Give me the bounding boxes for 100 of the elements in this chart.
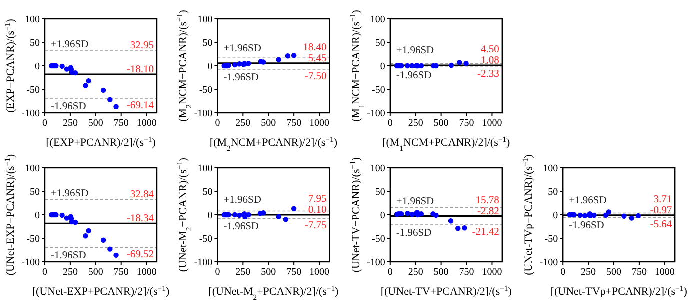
annotation: -1.96SD <box>224 72 260 84</box>
y-tick-label: 0 <box>380 62 386 72</box>
x-tick-label: 0 <box>215 118 220 129</box>
x-axis-title: [(M$_{2}$NCM+PCANR)/2]/(s$^{−1}$) <box>210 134 338 152</box>
x-axis-title: [(EXP+PCANR)/2]/(s$^{−1}$) <box>46 134 156 149</box>
x-axis-title: [(UNet-M$_{2}$+PCANR)/2]/(s$^{−1}$) <box>208 284 340 302</box>
y-tick-label: 50 <box>202 38 213 49</box>
x-tick-label: 500 <box>88 118 104 129</box>
ref-line-label: -7.75 <box>304 220 327 232</box>
x-tick-label: 1000 <box>310 118 330 129</box>
x-tick-label: 0 <box>388 118 393 129</box>
y-tick-label: -50 <box>372 234 386 245</box>
x-tick-label: 250 <box>581 267 596 278</box>
annotation: -1.96SD <box>396 228 432 240</box>
x-tick-label: 500 <box>434 118 449 129</box>
x-tick-label: 1000 <box>482 118 502 129</box>
x-axis-title: [(UNet-TV+PCANR)/2]/(s$^{−1}$) <box>380 284 512 298</box>
x-tick-label: 0 <box>215 267 220 278</box>
x-tick-label: 750 <box>286 267 302 278</box>
x-tick-label: 1000 <box>136 118 157 129</box>
y-tick-label: 100 <box>370 14 386 26</box>
annotation: -1.96SD <box>51 250 87 262</box>
y-tick-label: -50 <box>199 234 213 245</box>
x-tick-label: 0 <box>42 118 48 129</box>
x-tick-label: 250 <box>62 118 78 129</box>
ref-line-label: 4.50 <box>481 44 500 56</box>
x-tick-label: 500 <box>261 118 276 129</box>
y-tick-label: 100 <box>198 14 213 26</box>
y-tick-label: 0 <box>380 210 386 222</box>
ref-line-label: -0.97 <box>650 205 672 216</box>
x-tick-label: 750 <box>286 118 302 129</box>
y-tick-label: 50 <box>375 187 386 198</box>
y-tick-label: 0 <box>208 62 213 72</box>
x-tick-label: 500 <box>88 267 104 278</box>
y-tick-label: 100 <box>370 164 386 174</box>
x-tick-label: 1000 <box>482 267 502 278</box>
y-tick-label: 0 <box>35 62 40 72</box>
annotation: +1.96SD <box>569 195 608 206</box>
x-tick-label: 1000 <box>654 267 675 278</box>
x-tick-label: 250 <box>62 267 78 278</box>
x-tick-label: 0 <box>560 267 566 278</box>
ref-line-label: -2.82 <box>478 206 500 218</box>
annotation: +1.96SD <box>396 196 435 208</box>
ref-line-label: -5.64 <box>650 220 673 231</box>
y-tick-label: 50 <box>202 187 213 198</box>
y-tick-label: 100 <box>198 164 213 174</box>
y-tick-label: -50 <box>26 85 40 96</box>
x-tick-label: 1000 <box>136 267 157 278</box>
ref-line-label: 0.10 <box>308 204 327 216</box>
y-tick-label: -50 <box>544 234 558 245</box>
ref-line-label: -18.34 <box>126 214 155 225</box>
y-tick-label: 50 <box>548 187 558 198</box>
y-tick-label: 50 <box>30 38 40 49</box>
x-tick-label: 750 <box>632 267 647 278</box>
x-axis-title: [(M$_{1}$NCM+PCANR)/2]/(s$^{−1}$) <box>382 134 511 152</box>
y-tick-label: -50 <box>372 85 386 96</box>
y-tick-label: -100 <box>540 258 558 268</box>
annotation: -1.96SD <box>569 220 605 232</box>
y-tick-label: -100 <box>22 108 40 120</box>
y-tick-label: 0 <box>553 210 558 222</box>
x-tick-label: 0 <box>42 267 48 278</box>
ref-line-label: 1.08 <box>481 55 500 66</box>
x-tick-label: 750 <box>459 267 474 278</box>
ref-line-label: 32.95 <box>130 40 154 52</box>
annotation: +1.96SD <box>396 45 435 56</box>
annotation: -1.96SD <box>224 222 260 233</box>
y-tick-label: -100 <box>194 108 213 120</box>
ref-line-label: -69.14 <box>126 100 155 112</box>
y-tick-label: -100 <box>367 258 386 268</box>
y-tick-label: 50 <box>30 187 40 198</box>
y-tick-label: 50 <box>375 38 386 49</box>
ref-line-label: 32.84 <box>130 190 155 201</box>
annotation: -1.96SD <box>396 70 432 82</box>
x-tick-label: 500 <box>434 267 449 278</box>
annotation: -1.96SD <box>51 101 87 112</box>
annotation: +1.96SD <box>224 194 262 206</box>
ref-line-label: 7.95 <box>308 194 327 205</box>
y-tick-label: 0 <box>35 210 40 222</box>
annotation: +1.96SD <box>224 43 262 54</box>
x-axis-title: [(UNet-EXP+PCANR)/2]/(s$^{−1}$) <box>32 284 170 298</box>
y-tick-label: -100 <box>367 108 386 120</box>
x-tick-label: 750 <box>459 118 474 129</box>
x-tick-label: 0 <box>388 267 393 278</box>
x-tick-label: 250 <box>236 267 251 278</box>
ref-line-label: -21.42 <box>472 227 500 238</box>
ref-line-label: 5.45 <box>308 53 327 64</box>
x-tick-label: 1000 <box>310 267 330 278</box>
x-tick-label: 250 <box>236 118 251 129</box>
ref-line-label: -18.10 <box>126 64 154 76</box>
y-tick-label: 100 <box>25 14 40 26</box>
ref-line-label: 18.40 <box>303 42 327 54</box>
y-tick-label: -100 <box>194 258 213 268</box>
x-tick-label: 500 <box>261 267 276 278</box>
y-tick-label: 0 <box>208 210 213 222</box>
y-tick-label: -50 <box>26 234 40 245</box>
ref-line-label: 3.71 <box>654 194 672 206</box>
ref-line-label: -2.33 <box>478 69 500 80</box>
y-tick-label: -100 <box>22 258 40 268</box>
ref-line-label: -69.52 <box>126 250 154 261</box>
y-tick-label: -50 <box>199 85 213 96</box>
